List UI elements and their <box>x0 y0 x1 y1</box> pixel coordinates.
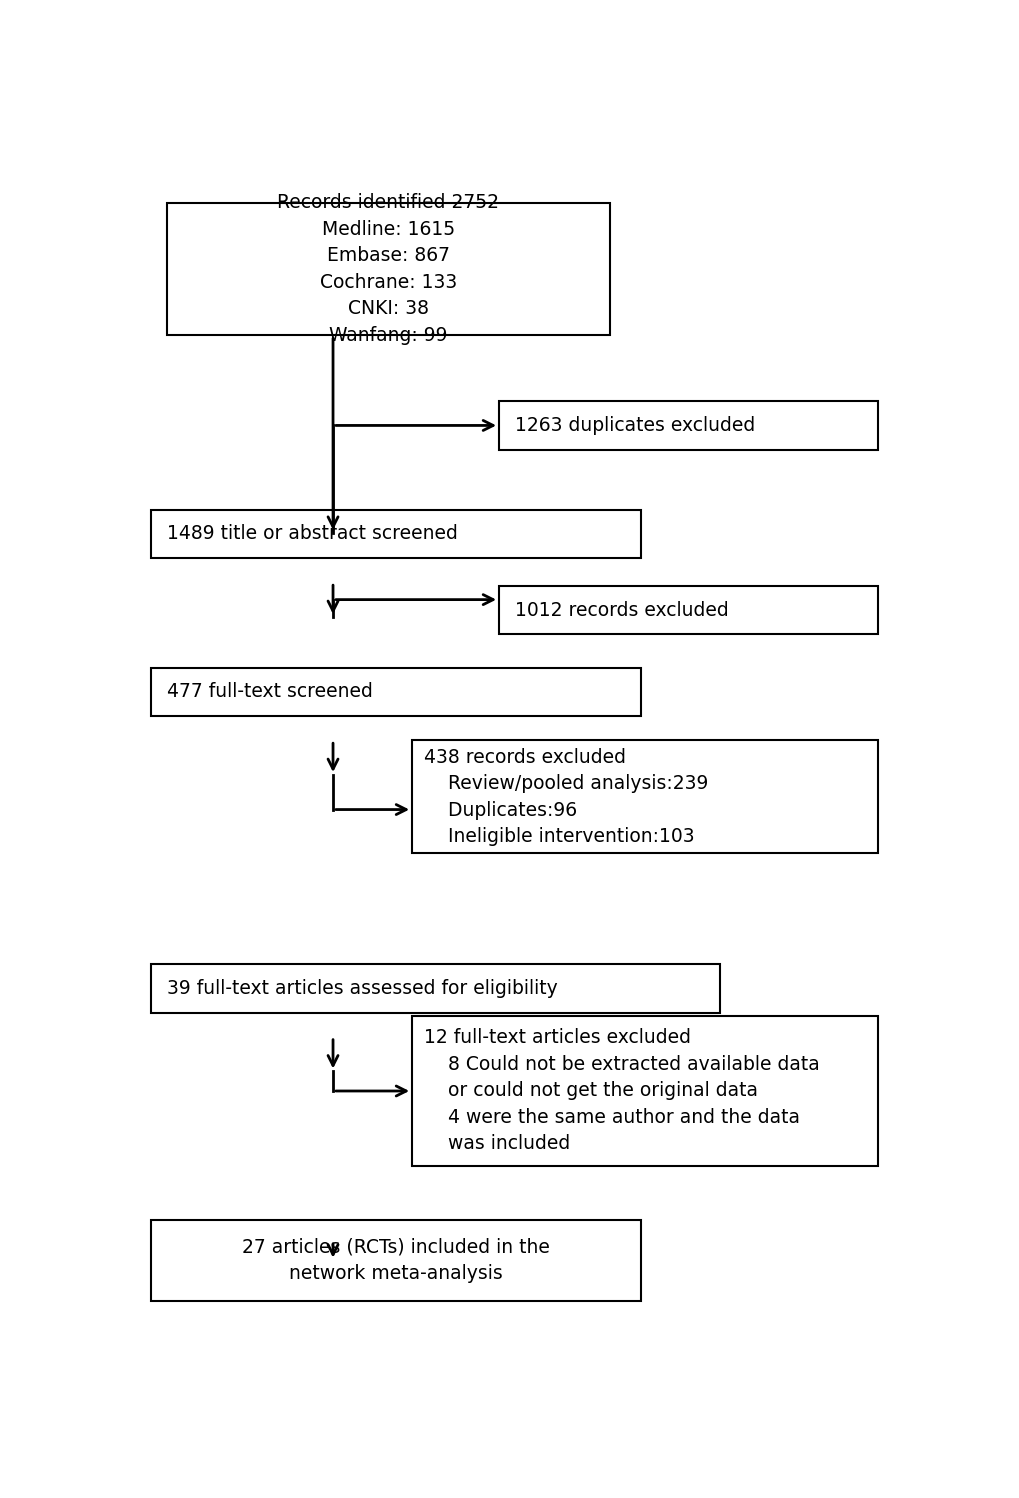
FancyBboxPatch shape <box>151 509 641 559</box>
Text: 477 full-text screened: 477 full-text screened <box>167 683 373 701</box>
FancyBboxPatch shape <box>498 401 877 449</box>
FancyBboxPatch shape <box>412 740 877 854</box>
Text: 1263 duplicates excluded: 1263 duplicates excluded <box>515 416 754 434</box>
Text: 1012 records excluded: 1012 records excluded <box>515 601 728 620</box>
Text: 1489 title or abstract screened: 1489 title or abstract screened <box>167 524 458 544</box>
FancyBboxPatch shape <box>167 202 609 336</box>
Text: 39 full-text articles assessed for eligibility: 39 full-text articles assessed for eligi… <box>167 978 557 998</box>
FancyBboxPatch shape <box>151 1221 641 1300</box>
Text: Records identified 2752
Medline: 1615
Embase: 867
Cochrane: 133
CNKI: 38
Wanfang: Records identified 2752 Medline: 1615 Em… <box>277 193 499 345</box>
FancyBboxPatch shape <box>151 668 641 716</box>
Text: 12 full-text articles excluded
    8 Could not be extracted available data
    o: 12 full-text articles excluded 8 Could n… <box>424 1029 819 1153</box>
FancyBboxPatch shape <box>412 1016 877 1165</box>
FancyBboxPatch shape <box>498 586 877 634</box>
Text: 438 records excluded
    Review/pooled analysis:239
    Duplicates:96
    Inelig: 438 records excluded Review/pooled analy… <box>424 748 707 846</box>
FancyBboxPatch shape <box>151 965 719 1013</box>
Text: 27 articles (RCTs) included in the
network meta-analysis: 27 articles (RCTs) included in the netwo… <box>243 1237 549 1284</box>
